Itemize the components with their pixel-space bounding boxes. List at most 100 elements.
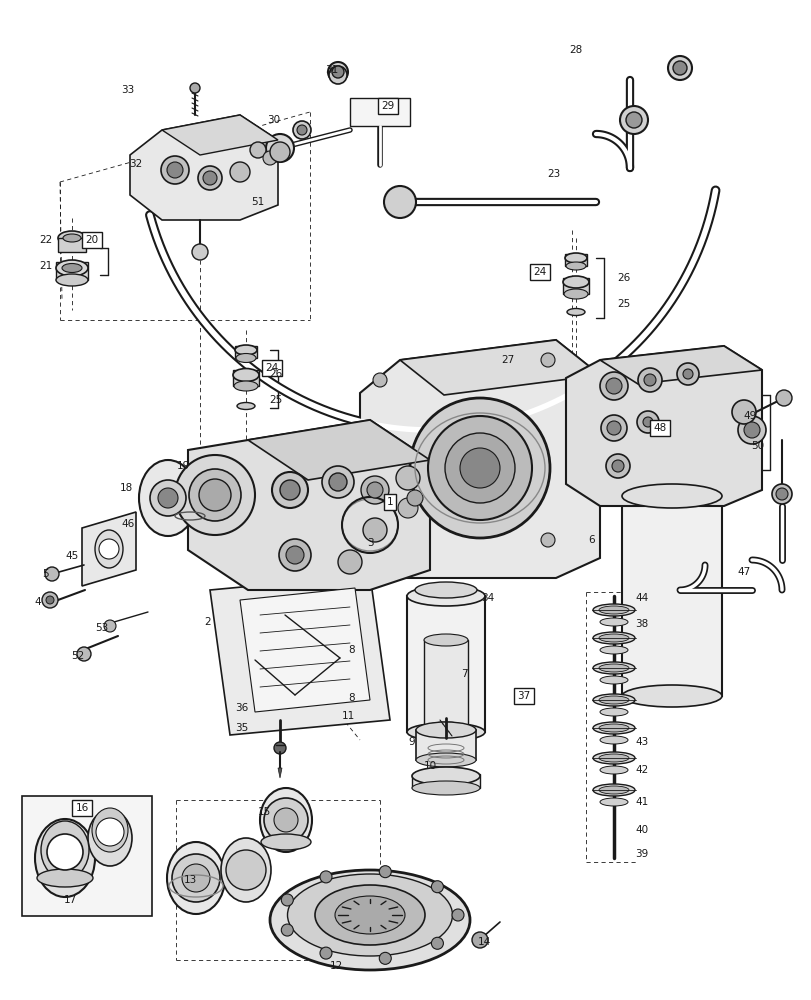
Text: 45: 45 — [66, 551, 79, 561]
Ellipse shape — [62, 263, 82, 272]
Text: 24: 24 — [533, 267, 546, 277]
Text: 38: 38 — [634, 619, 648, 629]
Circle shape — [471, 932, 487, 948]
Circle shape — [637, 368, 661, 392]
Ellipse shape — [414, 582, 476, 598]
Circle shape — [161, 156, 189, 184]
Text: 50: 50 — [750, 441, 764, 451]
Text: 48: 48 — [653, 423, 666, 433]
Bar — [564, 254, 586, 266]
Circle shape — [328, 66, 346, 84]
Text: 27: 27 — [500, 355, 514, 365]
Ellipse shape — [599, 618, 627, 626]
Polygon shape — [240, 588, 370, 712]
Circle shape — [270, 142, 290, 162]
Ellipse shape — [599, 736, 627, 744]
Text: 51: 51 — [251, 197, 264, 207]
Circle shape — [672, 61, 686, 75]
Text: 12: 12 — [329, 961, 342, 971]
Circle shape — [199, 479, 230, 511]
Polygon shape — [210, 575, 389, 735]
Circle shape — [605, 378, 621, 394]
Circle shape — [605, 454, 629, 478]
Bar — [562, 278, 588, 294]
Text: 22: 22 — [39, 235, 53, 245]
Circle shape — [198, 166, 221, 190]
Text: 21: 21 — [39, 261, 53, 271]
Ellipse shape — [167, 842, 225, 914]
Ellipse shape — [315, 885, 424, 945]
Circle shape — [191, 244, 208, 260]
Ellipse shape — [423, 634, 467, 646]
Text: 41: 41 — [634, 797, 648, 807]
Circle shape — [320, 947, 332, 959]
Ellipse shape — [423, 722, 467, 734]
Polygon shape — [400, 340, 599, 395]
Circle shape — [264, 798, 307, 842]
Text: 29: 29 — [381, 101, 394, 111]
Text: 52: 52 — [71, 651, 84, 661]
Circle shape — [279, 539, 311, 571]
Ellipse shape — [58, 231, 86, 245]
Ellipse shape — [139, 460, 197, 536]
Text: 43: 43 — [634, 737, 648, 747]
Text: 49: 49 — [742, 411, 756, 421]
Ellipse shape — [592, 662, 634, 674]
Circle shape — [280, 480, 299, 500]
Circle shape — [172, 854, 220, 902]
Circle shape — [203, 171, 217, 185]
Circle shape — [297, 125, 307, 135]
Circle shape — [384, 186, 415, 218]
Bar — [234, 346, 257, 358]
Ellipse shape — [599, 708, 627, 716]
Ellipse shape — [564, 253, 586, 263]
Circle shape — [771, 484, 791, 504]
Circle shape — [396, 466, 419, 490]
Text: 46: 46 — [121, 519, 135, 529]
Circle shape — [600, 415, 626, 441]
Text: 35: 35 — [235, 723, 248, 733]
Circle shape — [337, 550, 362, 574]
Text: 13: 13 — [183, 875, 196, 885]
Ellipse shape — [37, 869, 93, 887]
Ellipse shape — [411, 767, 479, 785]
Ellipse shape — [599, 606, 629, 614]
Circle shape — [46, 596, 54, 604]
Ellipse shape — [562, 276, 588, 288]
Ellipse shape — [621, 484, 721, 508]
Circle shape — [372, 373, 387, 387]
Ellipse shape — [592, 784, 634, 796]
Circle shape — [77, 647, 91, 661]
Text: 30: 30 — [267, 115, 281, 125]
Bar — [621, 496, 721, 696]
Text: 7: 7 — [460, 669, 467, 679]
Circle shape — [104, 620, 116, 632]
Bar — [423, 640, 467, 728]
Circle shape — [371, 523, 384, 537]
Polygon shape — [599, 346, 761, 384]
Ellipse shape — [415, 753, 475, 767]
Circle shape — [379, 866, 391, 878]
Ellipse shape — [88, 810, 132, 866]
Circle shape — [642, 417, 652, 427]
Text: 8: 8 — [348, 693, 355, 703]
Circle shape — [167, 162, 182, 178]
Polygon shape — [247, 420, 430, 480]
Circle shape — [460, 448, 500, 488]
Ellipse shape — [233, 368, 259, 381]
Text: 47: 47 — [736, 567, 749, 577]
Ellipse shape — [260, 788, 311, 852]
Circle shape — [285, 546, 303, 564]
Circle shape — [682, 369, 692, 379]
Ellipse shape — [335, 896, 405, 934]
Ellipse shape — [35, 819, 95, 897]
Text: 25: 25 — [616, 299, 630, 309]
Text: 36: 36 — [235, 703, 248, 713]
Ellipse shape — [63, 234, 81, 242]
Ellipse shape — [92, 808, 128, 852]
Text: 44: 44 — [634, 593, 648, 603]
Circle shape — [99, 539, 119, 559]
Bar — [22, 796, 152, 916]
Circle shape — [45, 567, 59, 581]
Circle shape — [431, 937, 443, 949]
